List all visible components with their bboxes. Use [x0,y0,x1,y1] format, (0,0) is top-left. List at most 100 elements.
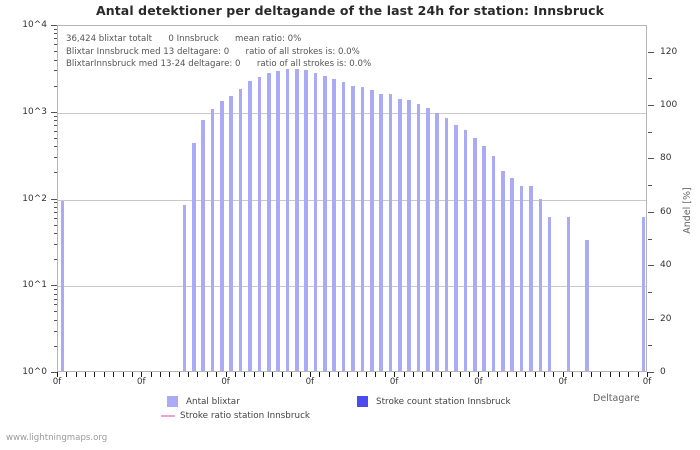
x-tick [647,372,648,377]
x-tick-label: 0f [474,377,483,387]
y-tick-minor [53,120,57,122]
bar [210,108,215,371]
y-tick-major [51,372,57,373]
x-tick [216,372,218,377]
y2-tick-minor [648,238,652,240]
x-tick [515,372,517,377]
x-tick [253,372,255,377]
x-tick [319,372,321,377]
y2-tick-label: 0 [660,367,666,377]
x-tick [85,372,87,377]
x-tick [263,372,265,377]
x-axis-title: Deltagare [593,393,640,404]
y2-tick-major [648,158,654,160]
y-tick-minor [53,146,57,148]
x-tick [113,372,115,377]
bar [463,130,468,371]
annotation-line: Blixtar Innsbruck med 13 deltagare: 0 ra… [66,46,360,57]
bar [341,81,346,371]
x-tick [403,372,405,377]
y-tick-minor [53,33,57,35]
x-tick-label: 0f [221,377,230,387]
x-tick [562,372,564,377]
y2-tick-major [648,318,654,320]
y-tick-major [51,285,57,287]
bar [491,156,496,371]
bar [444,118,449,371]
x-tick [244,372,246,377]
x-tick-label: 0f [389,377,399,387]
x-tick [366,372,368,377]
y-tick-minor [53,137,57,139]
bar [238,88,243,371]
x-tick [525,372,527,377]
bar [538,199,543,371]
x-tick [169,372,171,377]
y2-tick-minor [648,291,652,293]
y2-tick-label: 100 [660,100,678,111]
x-tick [590,372,592,377]
y-axis-right-title: Andel [%] [681,187,693,234]
bar [332,78,337,371]
y2-tick-major [648,51,654,53]
bar [641,216,646,371]
x-tick [178,372,180,377]
x-tick [300,372,302,377]
y-tick-label: 10^2 [22,193,47,204]
bar [220,101,224,371]
y-tick-minor [53,304,57,306]
bar [369,89,374,371]
x-tick [57,372,58,377]
x-tick [309,372,311,377]
y-tick-minor [53,44,57,46]
x-tick [122,372,124,377]
x-tick [225,372,227,377]
bar [585,240,589,371]
x-tick [356,372,358,377]
x-tick [543,372,545,377]
y2-tick-label: 40 [660,260,672,271]
x-tick [628,372,630,377]
bar [566,216,571,371]
x-tick [497,372,499,377]
y-tick-minor [53,51,57,53]
bar [248,81,252,371]
y-tick-label: 10^1 [22,280,47,291]
y-tick-minor [53,211,57,213]
legend-entry[interactable]: Stroke count station Innsbruck [357,396,511,407]
x-tick-label: 0f [52,377,62,387]
watermark: www.lightningmaps.org [6,433,108,443]
chart-legend: Antal blixtar Stroke count station Innsbr… [57,396,647,428]
x-tick [412,372,414,377]
x-tick [103,372,105,377]
x-tick [281,372,283,377]
x-tick [94,372,96,377]
legend-entry[interactable]: Stroke ratio station Innsbruck [161,411,310,421]
bar [426,107,430,371]
y-tick-minor [53,233,57,235]
bar [454,125,458,371]
y-tick-minor [53,28,57,30]
bar [201,119,205,371]
bar [407,100,411,371]
x-tick [637,372,639,377]
x-tick [459,372,461,377]
x-tick [600,372,602,377]
bar [182,204,187,371]
legend-entry[interactable]: Antal blixtar [167,396,240,407]
bar [510,177,514,371]
x-tick [572,372,574,377]
bar [388,94,393,371]
x-tick [160,372,162,377]
x-tick [440,372,442,377]
annotation-line: 36,424 blixtar totalt 0 Innsbruck mean r… [66,34,302,44]
annotation-block: 36,424 blixtar totalt 0 Innsbruck mean r… [66,33,371,71]
y2-tick-label: 80 [660,153,672,164]
y2-tick-label: 120 [660,46,678,57]
x-tick [394,372,396,377]
y-tick-minor [53,38,57,40]
y-tick-label: 10^3 [22,106,47,117]
bar [519,186,524,371]
bar [379,94,383,371]
